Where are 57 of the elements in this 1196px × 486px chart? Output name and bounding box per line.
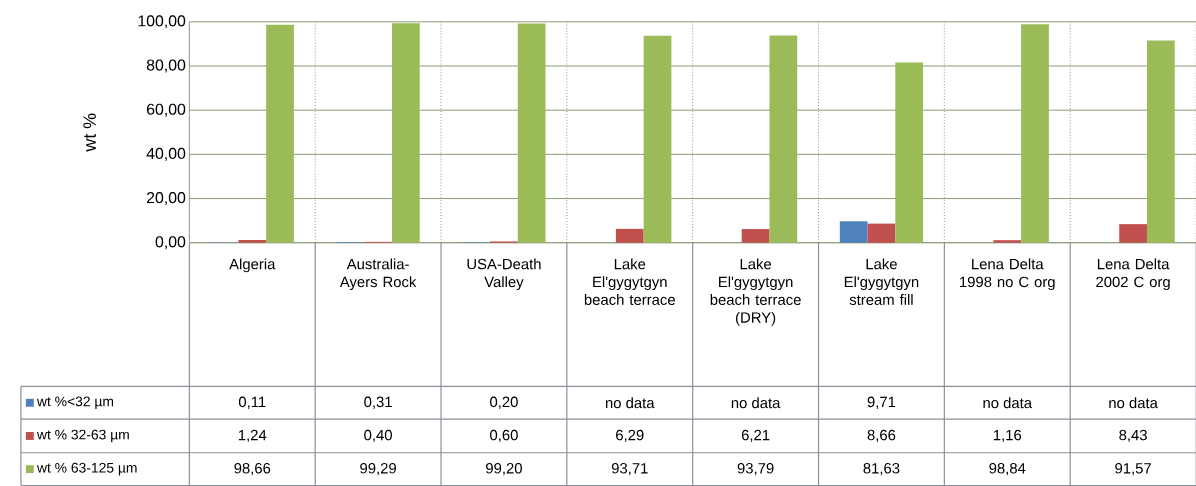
bar	[1146, 40, 1175, 243]
data-label: 6,21	[741, 429, 770, 442]
bar	[839, 221, 868, 243]
data-label: 99,29	[360, 462, 396, 476]
legend-label: wt % 63-125 µm	[36, 462, 137, 476]
data-label: 99,20	[486, 462, 522, 476]
data-label: 93,79	[737, 462, 774, 476]
bar	[741, 228, 770, 243]
x-tick-label: Australia-Ayers Rock	[339, 258, 417, 290]
x-tick-label: Lena Delta 2002 C org	[1096, 258, 1170, 290]
data-label: 98,84	[989, 462, 1026, 476]
bar	[517, 23, 546, 243]
x-tick-label: Algeria	[229, 258, 276, 273]
bar	[238, 239, 267, 243]
data-label: 98,66	[234, 462, 271, 476]
y-axis-title: wt %	[83, 113, 96, 152]
legend-label: wt %<32 µm	[36, 396, 114, 409]
y-tick-label: 80,00	[146, 59, 186, 73]
bar	[391, 23, 420, 243]
x-tick-label: Lena Delta 1998 no C org	[960, 258, 1055, 290]
data-label: 9,71	[867, 396, 896, 409]
text: no data	[983, 397, 1033, 408]
bar	[1021, 24, 1049, 243]
y-tick-label: 20,00	[146, 191, 186, 205]
data-label: 0,11	[238, 396, 266, 409]
x-tick-label: Lake El'gygytgyn beach terrace	[584, 258, 675, 305]
bar	[643, 35, 672, 243]
x-tick-label: Lake El'gygytgyn stream fill	[844, 258, 919, 305]
data-label: 1,24	[238, 429, 267, 442]
data-label: 0,20	[490, 396, 518, 409]
data-label: 81,63	[863, 462, 900, 476]
x-tick-label: USA-Death Valley	[467, 258, 541, 290]
text: no data	[1109, 397, 1158, 408]
y-tick-label: 100,00	[138, 15, 186, 29]
y-tick-label: 0,00	[155, 235, 186, 250]
y-tick-label: 60,00	[146, 103, 186, 117]
text: no data	[731, 397, 781, 408]
data-label: 0,40	[364, 429, 392, 442]
data-label: 0,60	[490, 429, 518, 442]
data-label: 1,16	[993, 429, 1022, 442]
data-label: 8,66	[867, 429, 896, 442]
bar	[867, 223, 896, 243]
bar	[769, 35, 798, 243]
x-tick-label: Lake El'gygytgyn beach terrace (DRY)	[710, 258, 801, 326]
data-label: 6,29	[616, 429, 644, 442]
data-label: 8,43	[1119, 429, 1147, 442]
legend-label: wt % 32-63 µm	[36, 429, 129, 442]
bar	[266, 24, 294, 243]
y-tick-label: 40,00	[146, 147, 186, 161]
text: no data	[605, 397, 655, 408]
bar	[895, 62, 924, 243]
bar	[615, 228, 644, 243]
data-label: 93,71	[611, 462, 648, 476]
data-label: 91,57	[1115, 462, 1151, 476]
bar	[1119, 223, 1147, 243]
data-label: 0,31	[364, 396, 392, 409]
bar	[993, 239, 1022, 243]
